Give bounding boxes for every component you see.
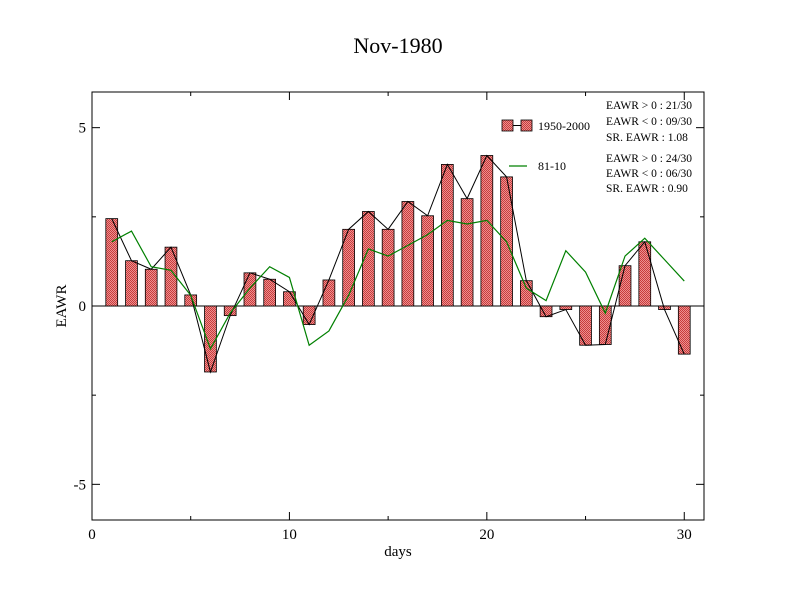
- series-line-1950-2000: [111, 154, 685, 374]
- bar-day-28: [638, 241, 652, 307]
- x-tick-label: 20: [479, 527, 494, 543]
- bar-day-15: [381, 228, 395, 307]
- stats-1950-2000-negative: EAWR < 0 : 09/30: [606, 116, 692, 128]
- bar-day-16: [401, 201, 415, 307]
- bar-day-17: [421, 215, 434, 307]
- stats-1950-2000-sr: SR. EAWR : 1.08: [606, 132, 688, 144]
- bar-day-20: [480, 155, 494, 307]
- bar-day-18: [441, 164, 454, 307]
- x-tick-label: 30: [677, 527, 692, 543]
- legend-swatch-1950-2000-right: [520, 119, 533, 132]
- bar-day-27: [618, 265, 632, 307]
- chart-title: Nov-1980: [353, 33, 442, 58]
- x-tick-label: 10: [282, 527, 297, 543]
- stats-81-10-negative: EAWR < 0 : 06/30: [606, 168, 692, 180]
- stats-1950-2000-positive: EAWR > 0 : 21/30: [606, 100, 692, 112]
- stats-81-10-positive: EAWR > 0 : 24/30: [606, 153, 692, 165]
- bar-day-1: [105, 218, 119, 307]
- bar-day-30: [677, 305, 691, 355]
- y-tick-label: 0: [79, 299, 87, 315]
- bar-day-22: [520, 280, 533, 307]
- legend-label-81-10: 81-10: [538, 159, 566, 173]
- y-tick-label: -5: [74, 477, 87, 493]
- bar-day-24: [559, 305, 573, 310]
- bar-day-25: [579, 305, 592, 346]
- bar-day-8: [243, 272, 257, 307]
- legend-label-1950-2000: 1950-2000: [538, 119, 590, 133]
- bar-day-12: [322, 279, 336, 307]
- y-tick-label: 5: [79, 121, 87, 137]
- bar-day-19: [460, 198, 474, 307]
- x-tick-label: 0: [88, 527, 96, 543]
- y-axis-label: EAWR: [54, 285, 70, 328]
- legend-swatch-1950-2000-left: [501, 119, 514, 132]
- bar-day-9: [263, 278, 277, 307]
- bar-day-2: [125, 260, 138, 307]
- x-axis-label: days: [384, 544, 412, 560]
- bar-day-3: [144, 268, 158, 307]
- series-line-81-10: [111, 219, 685, 351]
- stats-81-10-sr: SR. EAWR : 0.90: [606, 183, 688, 195]
